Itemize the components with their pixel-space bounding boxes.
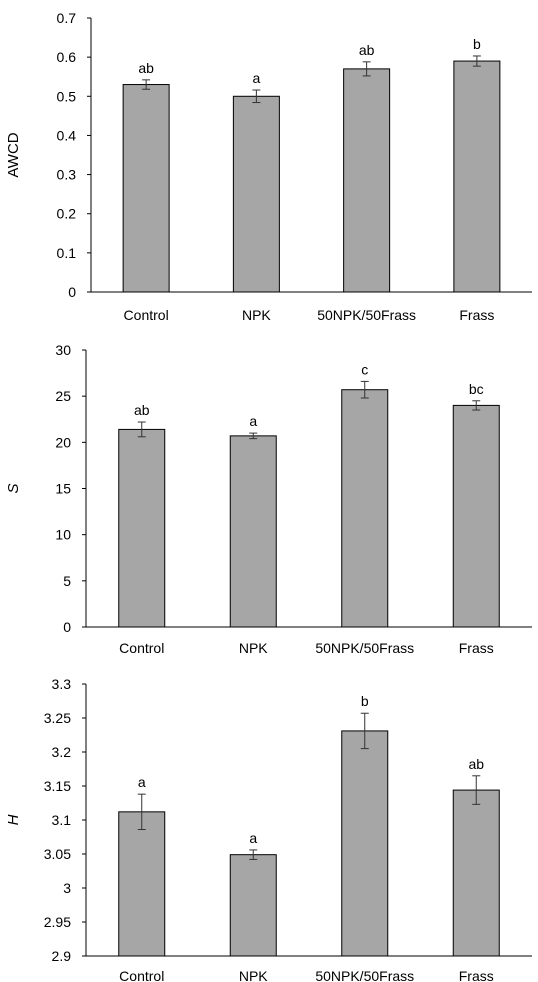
significance-label: a [252,70,260,86]
y-tick-label: 25 [55,388,71,404]
x-category-label: Control [124,307,169,323]
significance-label: b [473,36,481,52]
y-tick-label: 30 [55,342,71,358]
y-tick-label: 20 [55,434,71,450]
y-tick-label: 5 [63,573,71,589]
y-tick-label: 10 [55,527,71,543]
x-category-label: NPK [239,640,268,656]
y-tick-label: 2.9 [52,948,72,964]
y-tick-label: 15 [55,481,71,497]
y-tick-label: 0.4 [57,127,77,143]
x-category-label: 50NPK/50Frass [317,307,416,323]
x-category-label: Control [119,640,164,656]
x-category-label: NPK [242,307,271,323]
significance-label: a [249,830,257,846]
y-tick-label: 0.5 [57,88,77,104]
significance-label: ab [359,42,375,58]
y-axis-label: H [5,814,22,825]
bar [452,404,500,628]
x-category-label: Frass [459,640,494,656]
y-tick-label: 3.05 [44,846,71,862]
y-tick-label: 0.2 [57,206,77,222]
bar [453,60,501,293]
significance-label: ab [468,756,484,772]
bar [452,789,500,957]
x-category-label: Frass [459,968,494,982]
y-tick-label: 0.7 [57,10,77,26]
bar [232,95,280,293]
y-tick-label: 3.2 [52,744,72,760]
x-category-label: Frass [459,307,494,323]
x-category-label: Control [119,968,164,982]
y-tick-label: 0.3 [57,167,77,183]
x-category-label: 50NPK/50Frass [315,968,414,982]
bar [122,84,170,293]
bar [343,68,391,293]
significance-label: c [361,361,368,377]
y-axis-label: AWCD [5,132,22,177]
y-tick-label: 0.1 [57,245,77,261]
bar [341,389,389,628]
significance-label: a [138,774,146,790]
bar [229,854,277,957]
y-axis-label: S [5,483,22,493]
significance-label: ab [134,402,150,418]
bar [118,811,166,957]
y-tick-label: 3.3 [52,676,72,692]
x-category-label: 50NPK/50Frass [315,640,414,656]
significance-label: a [249,413,257,429]
bar [229,435,277,628]
y-tick-label: 3.1 [52,812,72,828]
y-tick-label: 0.6 [57,49,77,65]
significance-label: bc [469,381,484,397]
y-tick-label: 3.25 [44,710,71,726]
y-tick-label: 0 [68,284,76,300]
significance-label: b [361,693,369,709]
y-tick-label: 0 [63,619,71,635]
y-tick-label: 3.15 [44,778,71,794]
y-tick-label: 2.95 [44,914,71,930]
x-category-label: NPK [239,968,268,982]
bar [341,730,389,957]
significance-label: ab [138,60,154,76]
bar [118,428,166,628]
y-tick-label: 3 [63,880,71,896]
